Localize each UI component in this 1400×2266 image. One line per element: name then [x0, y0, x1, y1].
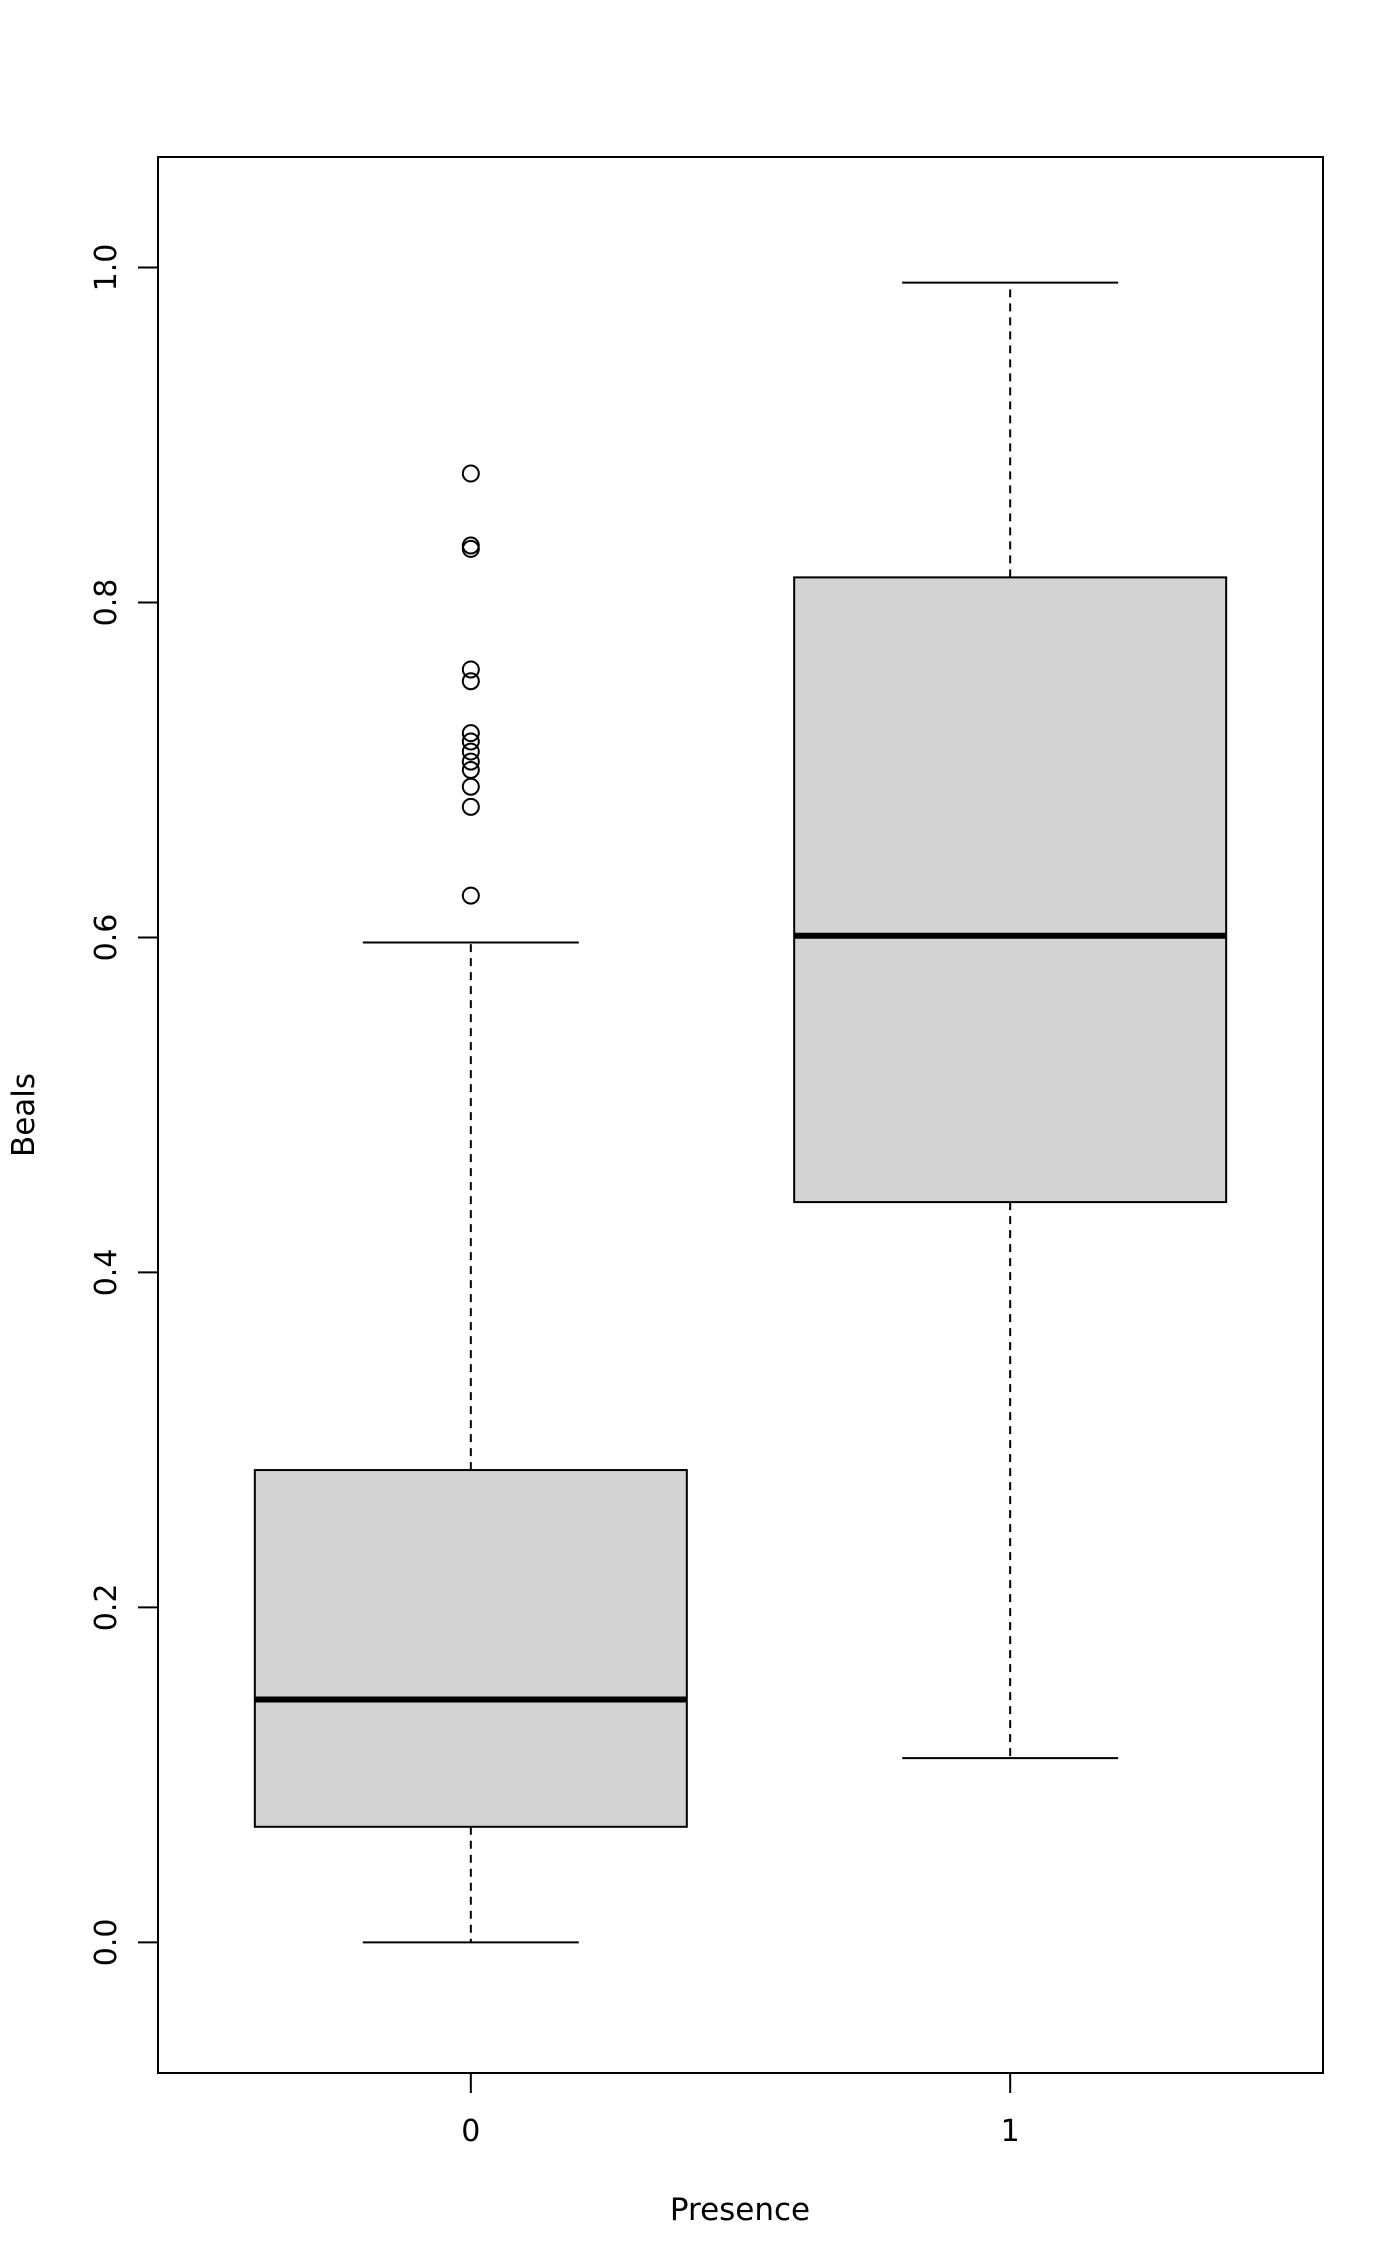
- outlier-point: [461, 732, 480, 751]
- y-tick-label: 1.0: [89, 244, 124, 292]
- x-tick-label: 1: [1001, 2114, 1020, 2149]
- iqr-box: [253, 1469, 688, 1828]
- y-tick-label: 0.8: [89, 579, 124, 627]
- y-tick-label: 0.6: [89, 914, 124, 962]
- x-tick-label: 0: [461, 2114, 480, 2149]
- box-group-1: [793, 281, 1228, 1760]
- outlier-point: [461, 536, 480, 555]
- outlier-point: [461, 672, 480, 691]
- outlier-point: [461, 752, 480, 771]
- iqr-box: [793, 576, 1228, 1204]
- outlier-point: [461, 886, 480, 905]
- box-group-0: [253, 464, 688, 1944]
- box-series: [253, 281, 1228, 1944]
- y-axis: 0.0 0.2 0.4 0.6 0.8 1.0: [89, 244, 159, 1967]
- y-tick-label: 0.2: [89, 1584, 124, 1632]
- y-tick-label: 0.0: [89, 1919, 124, 1967]
- outlier-point: [461, 777, 480, 796]
- y-tick-label: 0.4: [89, 1249, 124, 1297]
- outlier-point: [461, 724, 480, 743]
- outlier-point: [461, 742, 480, 761]
- x-axis-label: Presence: [670, 2192, 810, 2228]
- outlier-point: [461, 464, 480, 483]
- outlier-point: [461, 760, 480, 779]
- y-axis-label: Beals: [6, 1073, 42, 1157]
- outlier-point: [461, 797, 480, 816]
- outlier-point: [461, 660, 480, 679]
